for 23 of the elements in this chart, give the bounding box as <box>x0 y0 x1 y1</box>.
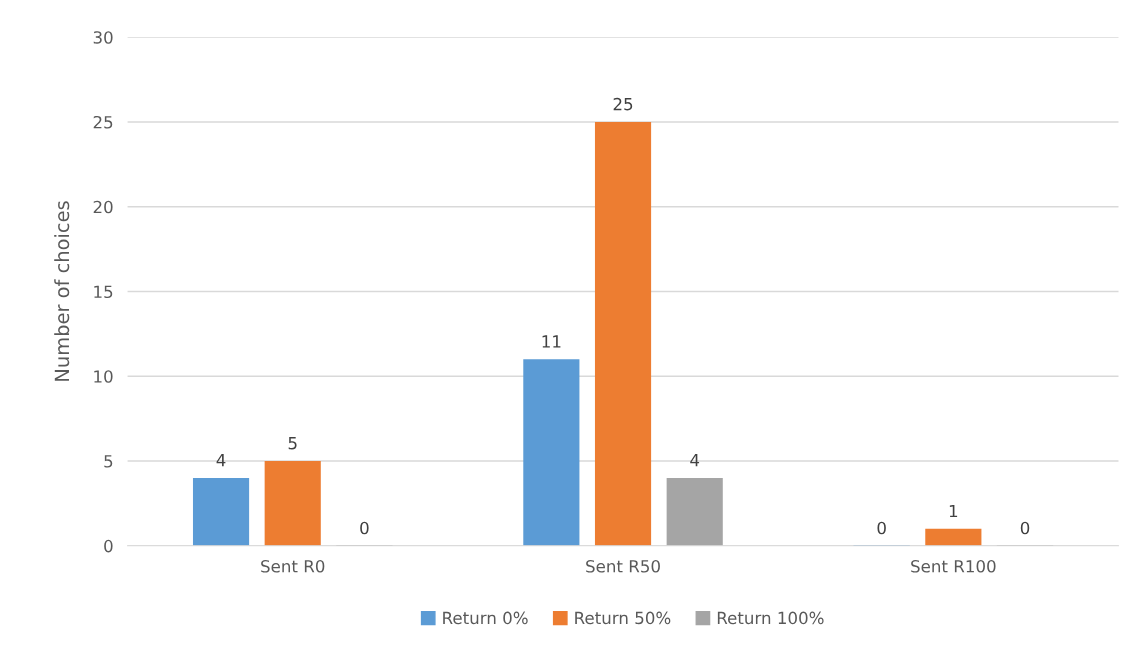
y-tick-label: 20 <box>93 200 113 214</box>
data-label: 1 <box>949 504 958 518</box>
legend-label: Return 0% <box>443 611 528 625</box>
data-label: 11 <box>542 335 561 348</box>
data-label: 0 <box>877 521 886 535</box>
x-tick-label: Sent R50 <box>586 559 660 573</box>
x-tick-label: Sent R0 <box>261 559 325 573</box>
x-tick-label: Sent R100 <box>911 559 996 573</box>
legend-label: Return 50% <box>575 611 671 625</box>
data-label: 0 <box>360 521 369 535</box>
data-label: 4 <box>216 454 226 467</box>
data-label: 5 <box>288 437 297 450</box>
data-label: 4 <box>690 454 700 467</box>
y-tick-label: 25 <box>93 115 113 129</box>
data-label: 25 <box>613 97 633 111</box>
y-tick-label: 0 <box>104 539 113 553</box>
legend-label: Return 100% <box>717 611 824 625</box>
y-axis-title: Number of choices <box>54 201 70 381</box>
data-label: 0 <box>1020 521 1030 535</box>
y-tick-label: 30 <box>93 31 113 44</box>
y-tick-label: 15 <box>94 285 113 299</box>
y-tick-label: 10 <box>94 370 113 383</box>
y-tick-label: 5 <box>104 455 113 468</box>
